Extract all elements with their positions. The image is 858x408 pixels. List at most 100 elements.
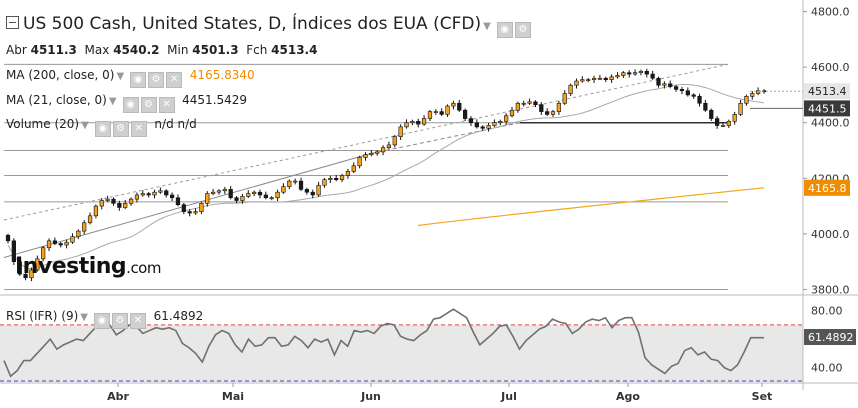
collapse-icon[interactable]	[6, 16, 19, 29]
price-labels: 4513.4 4451.5 4165.8	[750, 83, 850, 196]
chevron-down-icon[interactable]: ▼	[483, 21, 491, 32]
price-label-box	[804, 83, 850, 100]
candle-down	[685, 90, 690, 96]
chevron-down-icon[interactable]: ▼	[108, 96, 117, 107]
candle-down	[703, 102, 708, 111]
rsi-panel: 40.00 80.00 61.4892	[0, 305, 856, 382]
close-icon[interactable]: ✕	[130, 121, 147, 137]
candle-up	[328, 177, 333, 180]
candle-down	[691, 94, 696, 97]
close-icon[interactable]: ✕	[166, 72, 183, 88]
gear-icon[interactable]: ⚙	[140, 97, 157, 113]
candle-up	[451, 102, 456, 107]
ma200-label: MA (200, close, 0)	[6, 68, 115, 82]
eye-icon[interactable]: ◉	[496, 22, 513, 38]
candle-up	[76, 230, 81, 237]
candle-down	[668, 83, 673, 87]
candle-up	[205, 193, 210, 204]
candle-up	[504, 115, 509, 122]
y-tick-label: 4400.0	[811, 117, 850, 130]
y-tick-label: 4800.0	[811, 6, 850, 19]
ohlc-open-label: Abr	[6, 43, 27, 57]
candle-up	[410, 121, 415, 124]
candle-up	[580, 79, 585, 82]
ohlc-close-value: 4513.4	[271, 43, 318, 57]
candle-up	[392, 136, 397, 146]
candle-up	[375, 151, 380, 154]
candle-up	[87, 215, 93, 224]
eye-icon[interactable]: ◉	[130, 72, 147, 88]
candle-down	[334, 177, 339, 180]
candle-up	[339, 175, 345, 180]
candle-down	[5, 234, 11, 242]
gear-icon[interactable]: ⚙	[111, 313, 128, 329]
candle-down	[539, 104, 544, 112]
gear-icon[interactable]: ⚙	[112, 121, 129, 137]
candle-down	[52, 240, 58, 244]
candle-up	[562, 93, 567, 104]
gear-icon[interactable]: ⚙	[148, 72, 165, 88]
candle-down	[310, 191, 315, 196]
close-icon[interactable]: ✕	[129, 313, 146, 329]
candle-up	[222, 189, 227, 192]
ohlc-low-value: 4501.3	[192, 43, 239, 57]
investing-logo: Investing.com	[15, 254, 161, 279]
candle-up	[322, 179, 327, 186]
eye-icon[interactable]: ◉	[94, 121, 111, 137]
candle-down	[714, 118, 720, 126]
candle-down	[169, 194, 175, 199]
candle-up	[105, 198, 110, 201]
ma21-legend[interactable]: MA (21, close, 0) ▼ ◉ ⚙ ✕ 4451.5429	[6, 92, 247, 113]
rsi-legend[interactable]: RSI (IFR) (9) ▼ ◉ ⚙ ✕ 61.4892	[6, 308, 203, 329]
ma21-label: MA (21, close, 0)	[6, 93, 107, 107]
chevron-down-icon[interactable]: ▼	[116, 71, 125, 82]
candle-up	[345, 171, 351, 176]
candle-up	[527, 101, 532, 104]
candle-up	[363, 154, 368, 158]
ma200-legend[interactable]: MA (200, close, 0) ▼ ◉ ⚙ ✕ 4165.8340	[6, 67, 255, 88]
candle-down	[462, 109, 468, 119]
chart-title-legend[interactable]: US 500 Cash, United States, D, Índices d…	[6, 14, 531, 38]
x-tick-label: Set	[752, 390, 773, 403]
eye-icon[interactable]: ◉	[122, 97, 139, 113]
logo-brand: Investing	[15, 254, 127, 279]
candle-up	[316, 184, 321, 196]
eye-icon[interactable]: ◉	[93, 313, 110, 329]
candle-down	[111, 198, 116, 204]
candle-up	[738, 102, 743, 115]
gear-icon[interactable]: ⚙	[514, 22, 531, 38]
close-icon[interactable]: ✕	[158, 97, 175, 113]
candle-up	[421, 118, 427, 125]
price-label-box	[804, 100, 850, 117]
candle-down	[175, 197, 181, 205]
candle-up	[210, 191, 216, 194]
candle-down	[468, 118, 474, 124]
x-tick-label: Abr	[107, 390, 129, 403]
candle-up	[281, 186, 286, 193]
ohlc-high-label: Max	[84, 43, 110, 57]
candle-up	[41, 247, 46, 260]
ma200-value: 4165.8340	[189, 68, 255, 82]
candle-down	[416, 121, 421, 125]
candle-down	[117, 202, 122, 208]
volume-legend[interactable]: Volume (20) ▼ ◉ ⚙ ✕ n/d n/d	[6, 116, 197, 137]
candle-down	[58, 243, 63, 246]
rsi-tick-label: 40.00	[811, 362, 843, 375]
candle-up	[82, 222, 87, 232]
candle-up	[638, 71, 644, 73]
candle-up	[70, 236, 75, 243]
candle-up	[662, 83, 667, 86]
rsi-band-fill	[0, 324, 803, 382]
volume-value: n/d n/d	[154, 117, 197, 131]
candle-up	[433, 111, 438, 113]
candle-up	[609, 76, 614, 80]
candle-up	[275, 191, 280, 199]
candle-up	[123, 202, 128, 208]
candle-up	[515, 102, 520, 111]
candle-up	[509, 109, 515, 117]
chevron-down-icon[interactable]: ▼	[81, 120, 89, 131]
candle-up	[93, 205, 99, 217]
candle-up	[726, 121, 731, 126]
candle-up	[158, 190, 163, 193]
chevron-down-icon[interactable]: ▼	[80, 312, 88, 323]
